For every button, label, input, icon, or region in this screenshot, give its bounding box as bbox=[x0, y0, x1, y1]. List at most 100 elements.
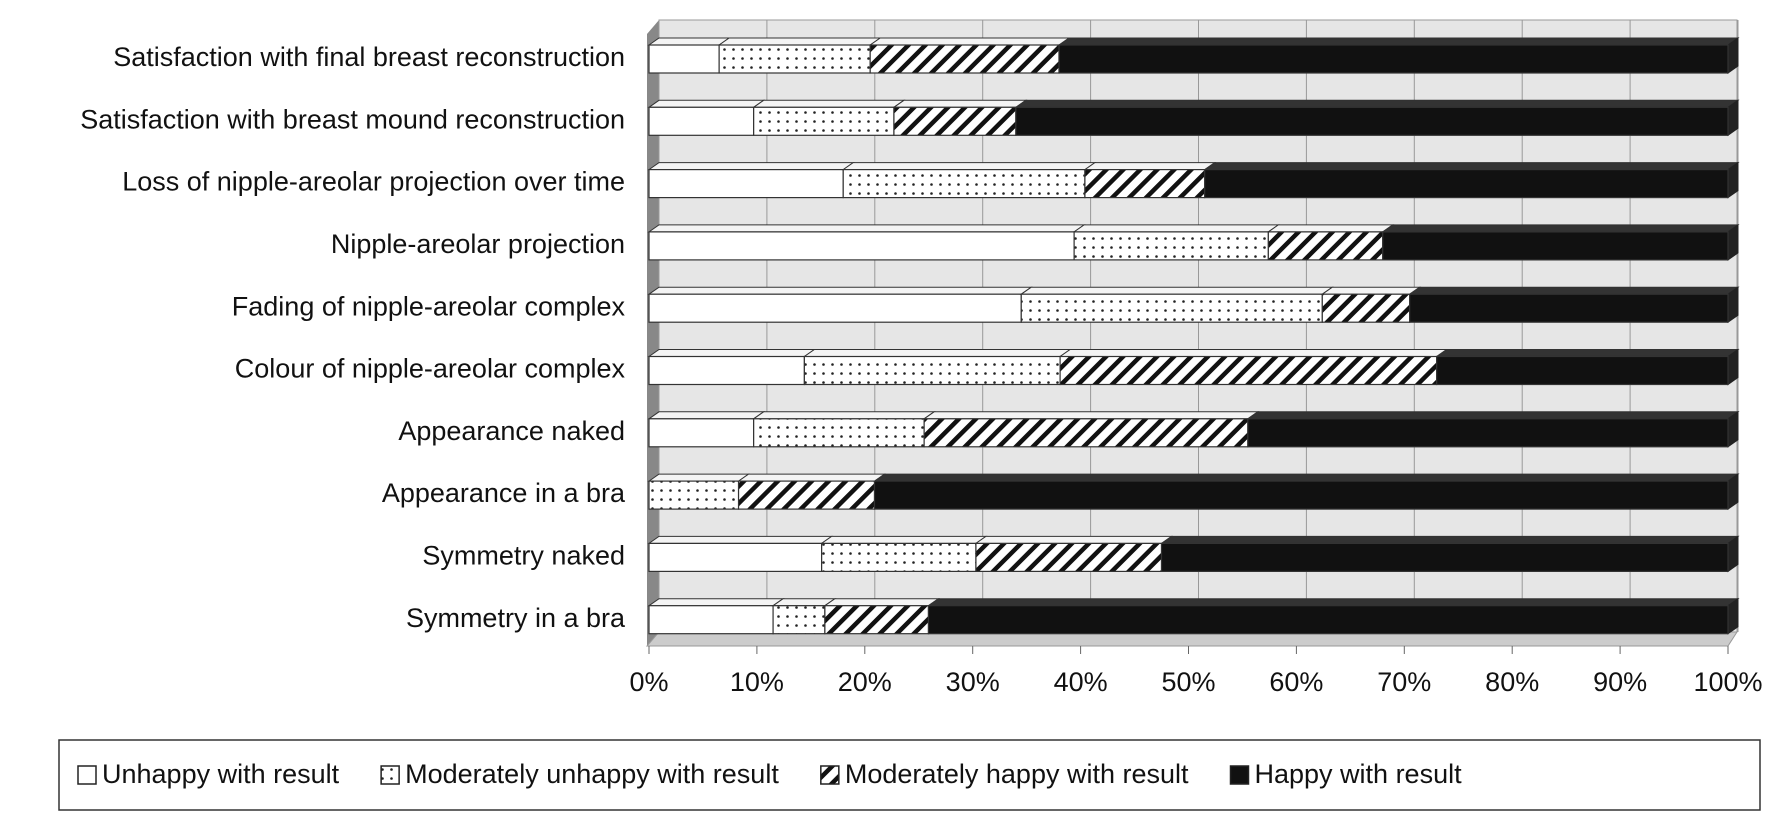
legend-swatch bbox=[820, 765, 840, 785]
bar-top bbox=[1435, 349, 1740, 357]
bar-top bbox=[868, 37, 1071, 46]
y-tick-label: Appearance naked bbox=[398, 416, 625, 446]
bar bbox=[1247, 418, 1729, 448]
bar-top bbox=[647, 349, 816, 357]
bar bbox=[648, 293, 1022, 323]
bar bbox=[1073, 231, 1269, 261]
x-tick-label: 80% bbox=[1485, 667, 1539, 697]
bar bbox=[1160, 542, 1729, 573]
bar-top bbox=[841, 162, 1097, 171]
legend-box bbox=[58, 739, 1761, 811]
bar bbox=[737, 480, 876, 510]
y-tick-label: Fading of nipple-areolar complex bbox=[232, 291, 626, 321]
bar-top bbox=[974, 535, 1174, 544]
legend-label: Unhappy with result bbox=[102, 759, 340, 789]
bar bbox=[648, 169, 844, 199]
bar-top bbox=[647, 411, 766, 420]
bar bbox=[1084, 169, 1206, 199]
bar-top bbox=[922, 411, 1260, 420]
x-tick-label: 50% bbox=[1161, 667, 1215, 697]
bar bbox=[753, 418, 925, 448]
x-tick-label: 0% bbox=[629, 667, 668, 697]
bar-top bbox=[1014, 99, 1740, 108]
legend-swatch bbox=[380, 765, 400, 785]
bar-top bbox=[1058, 349, 1449, 357]
x-tick-label: 20% bbox=[838, 667, 892, 697]
bar-top bbox=[647, 473, 751, 482]
bar-top bbox=[1057, 37, 1740, 46]
y-tick-label: Symmetry naked bbox=[422, 541, 625, 571]
bar bbox=[1059, 355, 1438, 386]
bar-top bbox=[647, 224, 1086, 233]
bar bbox=[648, 106, 755, 136]
bar bbox=[821, 542, 977, 573]
bar bbox=[824, 605, 930, 635]
legend-label: Happy with result bbox=[1255, 759, 1463, 789]
bar bbox=[648, 605, 774, 635]
x-tick-label: 100% bbox=[1693, 667, 1762, 697]
bar-top bbox=[1246, 411, 1740, 420]
x-tick-label: 70% bbox=[1377, 667, 1431, 697]
bar-top bbox=[820, 535, 988, 544]
bar bbox=[842, 169, 1086, 199]
bar-top bbox=[1408, 286, 1740, 295]
bar bbox=[648, 231, 1075, 261]
bar-top bbox=[1266, 224, 1395, 233]
x-tick-label: 60% bbox=[1269, 667, 1323, 697]
y-tick-label: Satisfaction with breast mound reconstru… bbox=[80, 104, 625, 134]
bar bbox=[718, 44, 871, 74]
bar-top bbox=[872, 473, 1740, 482]
bar bbox=[648, 355, 805, 386]
bar-top bbox=[1072, 224, 1280, 233]
bar-top bbox=[647, 99, 766, 108]
bar bbox=[753, 106, 895, 136]
bar bbox=[772, 605, 826, 635]
bar-top bbox=[1203, 162, 1740, 171]
bar-top bbox=[647, 598, 785, 607]
bar-top bbox=[647, 286, 1033, 295]
bar bbox=[1409, 293, 1729, 323]
bar-top bbox=[752, 99, 906, 108]
bar bbox=[648, 480, 740, 510]
bar-top bbox=[926, 598, 1740, 607]
x-tick-label: 30% bbox=[946, 667, 1000, 697]
bar bbox=[1267, 231, 1384, 261]
bar-top bbox=[802, 349, 1072, 357]
bar-top bbox=[1159, 535, 1740, 544]
floor bbox=[645, 631, 1738, 647]
y-tick-label: Satisfaction with final breast reconstru… bbox=[113, 42, 625, 72]
bar bbox=[803, 355, 1061, 386]
bar bbox=[873, 480, 1729, 510]
legend-swatch bbox=[1229, 765, 1250, 785]
bar bbox=[975, 542, 1163, 573]
bar-top bbox=[1019, 286, 1334, 295]
legend-label: Moderately unhappy with result bbox=[405, 759, 779, 789]
bar bbox=[1436, 355, 1729, 386]
legend-label: Moderately happy with result bbox=[845, 759, 1189, 789]
y-tick-label: Nipple-areolar projection bbox=[331, 229, 625, 259]
bar-top bbox=[1083, 162, 1217, 171]
bar bbox=[1020, 293, 1323, 323]
bar-top bbox=[647, 535, 834, 544]
bar bbox=[1015, 106, 1729, 136]
bar bbox=[648, 542, 823, 573]
bar-top bbox=[1320, 286, 1422, 295]
y-tick-label: Colour of nipple-areolar complex bbox=[235, 354, 626, 384]
bar-top bbox=[647, 37, 731, 46]
legend-swatch bbox=[77, 765, 97, 785]
bar-top bbox=[1381, 224, 1740, 233]
x-tick-label: 10% bbox=[730, 667, 784, 697]
y-tick-label: Loss of nipple-areolar projection over t… bbox=[122, 167, 625, 197]
bar-top bbox=[823, 598, 941, 607]
bar bbox=[1321, 293, 1411, 323]
x-tick-label: 40% bbox=[1054, 667, 1108, 697]
bar-top bbox=[736, 473, 887, 482]
bar bbox=[1204, 169, 1729, 199]
bar bbox=[893, 106, 1017, 136]
bar-top bbox=[717, 37, 882, 46]
bar-top bbox=[892, 99, 1028, 108]
x-tick-label: 90% bbox=[1593, 667, 1647, 697]
bar bbox=[1058, 44, 1729, 74]
y-tick-label: Symmetry in a bra bbox=[406, 603, 626, 633]
